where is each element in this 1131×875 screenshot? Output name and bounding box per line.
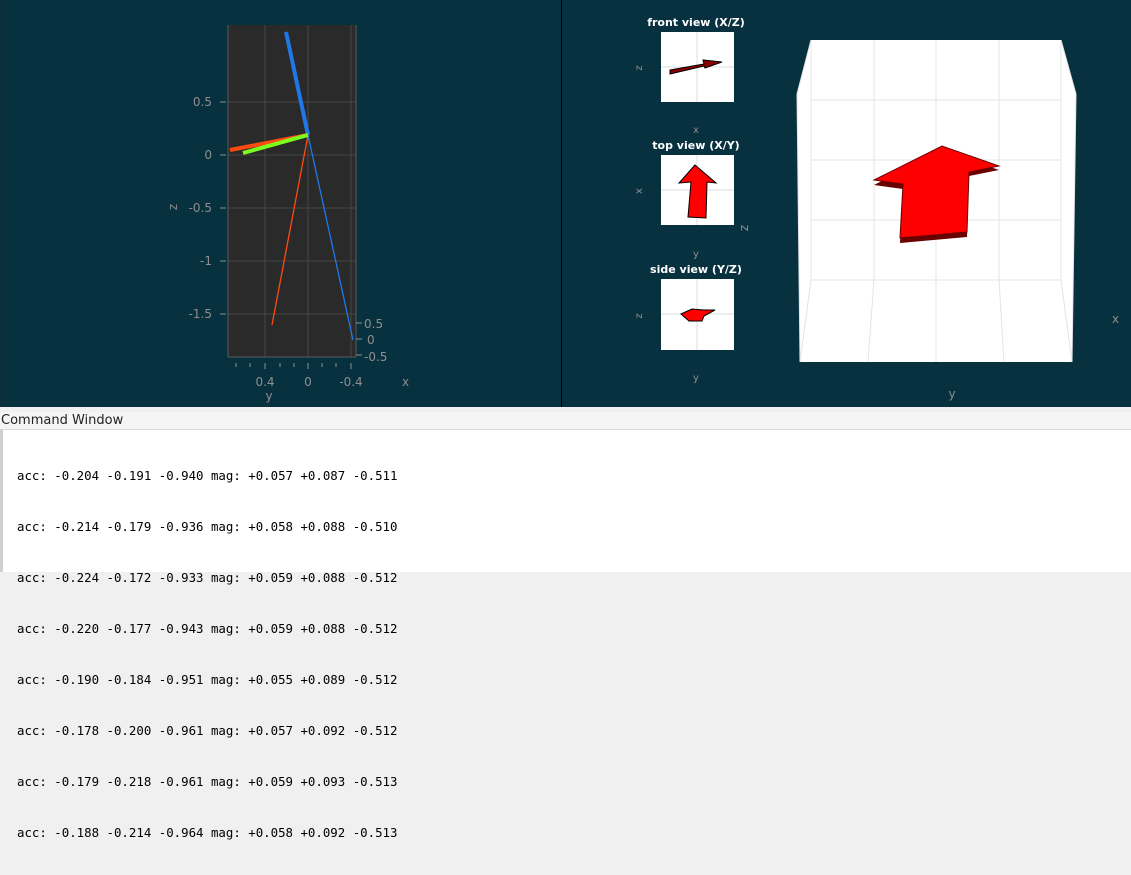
x-tick-label: 0.5	[364, 317, 383, 331]
mag-vector-line	[271, 134, 309, 326]
console-line: acc: -0.204 -0.191 -0.940 mag: +0.057 +0…	[17, 468, 398, 483]
z-tick-label: -0.5	[189, 201, 212, 215]
z-tick-marks	[220, 101, 226, 315]
front-view-title: front view (X/Z)	[647, 16, 745, 29]
arrow-views-canvas[interactable]: front view (X/Z) z x top view (X/Y) x y …	[562, 0, 1131, 407]
y-tick-label: 0	[304, 375, 312, 389]
y-axis-vector	[242, 133, 309, 155]
console-line: acc: -0.220 -0.177 -0.943 mag: +0.059 +0…	[17, 621, 398, 636]
console-line: acc: -0.214 -0.179 -0.936 mag: +0.058 +0…	[17, 519, 398, 534]
axes-back-wall	[228, 25, 356, 357]
command-window-title: Command Window	[1, 413, 124, 428]
arrow-views-figure[interactable]: front view (X/Z) z x top view (X/Y) x y …	[562, 0, 1131, 407]
top-view-arrow	[677, 164, 718, 219]
y-tick-label: -0.4	[339, 375, 362, 389]
command-window-output[interactable]: acc: -0.204 -0.191 -0.940 mag: +0.057 +0…	[0, 430, 1131, 840]
main-view-ylabel: y	[948, 387, 955, 401]
side-view-arrow	[680, 308, 716, 322]
top-view-ylabel: x	[634, 188, 645, 194]
top-view-xlabel: y	[693, 249, 699, 260]
y-tick-label: 0.4	[255, 375, 274, 389]
side-view-xlabel: y	[693, 373, 699, 384]
side-view-ylabel: z	[634, 313, 645, 318]
x-tick-label: 0	[367, 333, 375, 347]
x-tick-marks	[356, 322, 362, 356]
orientation-3d-figure[interactable]: 0.5 0 -0.5 -1 -1.5 z 0.4 0 -0.4 y 0.5 0 …	[0, 0, 561, 407]
z-axis-label: z	[166, 204, 180, 210]
axes-grid	[228, 25, 356, 357]
command-window-header[interactable]: Command Window	[0, 412, 1131, 430]
console-line: acc: -0.179 -0.218 -0.961 mag: +0.059 +0…	[17, 774, 398, 789]
orientation-3d-axes[interactable]: 0.5 0 -0.5 -1 -1.5 z 0.4 0 -0.4 y 0.5 0 …	[0, 0, 561, 407]
console-line: acc: -0.190 -0.184 -0.951 mag: +0.055 +0…	[17, 672, 398, 687]
front-view-arrow	[669, 59, 723, 75]
z-tick-label: 0	[204, 148, 212, 162]
console-line: acc: -0.188 -0.214 -0.964 mag: +0.058 +0…	[17, 825, 398, 840]
front-view-xlabel: x	[693, 125, 699, 136]
top-view-title: top view (X/Y)	[652, 139, 739, 152]
z-tick-label: -1	[200, 254, 212, 268]
main-arrow	[872, 145, 1001, 239]
front-view-ylabel: z	[634, 65, 645, 70]
figure-splitter[interactable]	[561, 0, 562, 407]
z-tick-label: -1.5	[189, 307, 212, 321]
x-axis-label: x	[402, 375, 409, 389]
console-line: acc: -0.178 -0.200 -0.961 mag: +0.057 +0…	[17, 723, 398, 738]
y-axis-label: y	[265, 389, 272, 403]
y-tick-marks	[235, 363, 352, 369]
z-tick-label: 0.5	[193, 95, 212, 109]
main-view-xlabel: x	[1112, 312, 1119, 326]
axes-edges	[227, 25, 357, 358]
acc-vector-line	[307, 134, 354, 341]
side-view-title: side view (Y/Z)	[650, 263, 742, 276]
main-view-zlabel: z	[737, 225, 751, 231]
x-tick-label: -0.5	[364, 350, 387, 364]
figure-left-edge	[0, 0, 2, 407]
z-axis-vector	[284, 31, 310, 136]
